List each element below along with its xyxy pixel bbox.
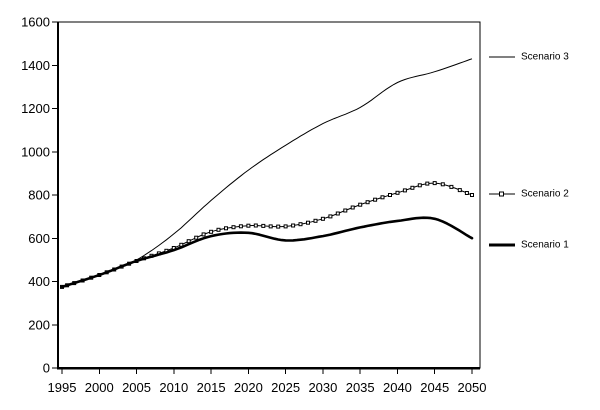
- scenario-2-marker: [425, 181, 430, 186]
- scenario-2-marker: [432, 181, 437, 186]
- scenario-2-marker: [313, 218, 318, 223]
- plot-border: [57, 21, 481, 369]
- scenario-2-marker: [395, 190, 400, 195]
- legend-entry-scenario-1: Scenario 1: [489, 240, 569, 251]
- y-tick-label-800: 800: [28, 188, 50, 203]
- scenario-2-marker: [201, 232, 206, 237]
- scenario-3-line-sample: [489, 56, 515, 58]
- x-tick-label-1995: 1995: [48, 380, 77, 395]
- scenario-2-marker: [380, 195, 385, 200]
- x-tick-label-2020: 2020: [234, 380, 263, 395]
- legend-entry-scenario-3: Scenario 3: [489, 52, 569, 63]
- scenario-2-marker: [449, 184, 454, 189]
- x-tick-label-2045: 2045: [420, 380, 449, 395]
- scenario-2-marker: [209, 229, 214, 234]
- x-tick-label-2000: 2000: [85, 380, 114, 395]
- legend-label-scenario-2: Scenario 2: [521, 188, 569, 200]
- scenario-2-marker: [298, 222, 303, 227]
- scenario-2-marker: [320, 216, 325, 221]
- scenario-2-marker: [373, 197, 378, 202]
- x-tick-label-2040: 2040: [383, 380, 412, 395]
- scenario-2-marker: [388, 193, 392, 197]
- scenario-2-marker: [440, 182, 445, 187]
- x-tick-label-2005: 2005: [122, 380, 151, 395]
- scenario-2-marker: [365, 200, 370, 205]
- scenario-2-marker: [464, 191, 469, 195]
- y-tick-label-1600: 1600: [21, 15, 50, 30]
- scenario-2-markers: [60, 181, 474, 289]
- scenario-2-marker: [246, 223, 251, 228]
- x-tick-label-2035: 2035: [346, 380, 375, 395]
- legend-entry-scenario-2: Scenario 2: [489, 189, 569, 200]
- scenario-2-marker: [410, 185, 415, 190]
- scenario-2-marker: [216, 227, 221, 232]
- scenario-2-marker: [328, 214, 333, 219]
- scenario-2-marker: [350, 205, 355, 210]
- scenario-2-marker: [470, 193, 474, 197]
- y-tick-label-600: 600: [28, 231, 50, 246]
- scenario-2-marker: [261, 223, 266, 228]
- scenario-2-marker: [238, 224, 243, 229]
- y-tick-label-0: 0: [43, 361, 50, 376]
- scenario-2-marker: [306, 220, 310, 225]
- series-scenario-1: [60, 216, 474, 289]
- y-tick-label-1200: 1200: [21, 101, 50, 116]
- scenario-2-marker: [335, 211, 340, 216]
- scenario-2-marker: [283, 224, 288, 229]
- x-tick-label-2010: 2010: [159, 380, 188, 395]
- y-tick-label-1000: 1000: [21, 144, 50, 159]
- y-tick-label-200: 200: [28, 317, 50, 332]
- scenario-2-marker: [402, 188, 407, 193]
- legend-label-scenario-3: Scenario 3: [521, 51, 569, 63]
- y-tick-label-1400: 1400: [21, 58, 50, 73]
- x-tick-label-2030: 2030: [308, 380, 337, 395]
- scenario-2-marker: [457, 188, 462, 193]
- scenario-2-marker: [417, 183, 422, 188]
- scenario-2-marker: [194, 235, 199, 240]
- scenario-2-marker: [276, 224, 281, 229]
- x-tick-label-2050: 2050: [458, 380, 487, 395]
- scenario-2-marker: [358, 202, 363, 207]
- scenario-2-marker: [253, 223, 258, 228]
- scenario-2-marker: [343, 208, 348, 213]
- scenario-2-marker: [268, 224, 273, 229]
- scenario-2-marker: [186, 239, 191, 244]
- scenario-1-line-sample: [489, 243, 515, 247]
- legend-label-scenario-1: Scenario 1: [521, 239, 569, 251]
- scenario-2-line-sample: [489, 191, 515, 197]
- y-tick-label-400: 400: [28, 274, 50, 289]
- scenario-2-marker: [231, 225, 236, 230]
- series-scenario-2: [61, 182, 473, 288]
- scenario-2-marker: [224, 226, 228, 231]
- x-tick-label-2025: 2025: [271, 380, 300, 395]
- scenario-2-marker: [291, 223, 296, 228]
- x-tick-label-2015: 2015: [197, 380, 226, 395]
- series-scenario-3: [61, 58, 473, 288]
